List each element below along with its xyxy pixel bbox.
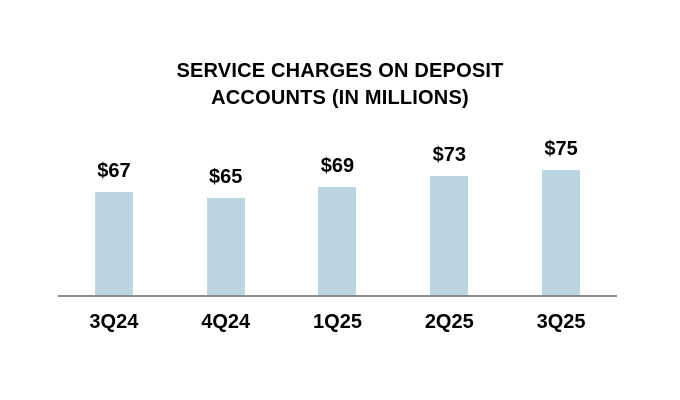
bar <box>318 186 357 295</box>
bar-group: $75 <box>505 123 617 295</box>
chart-title-line-1: SERVICE CHARGES ON DEPOSIT <box>176 60 504 82</box>
category-label: 3Q25 <box>536 311 586 333</box>
bar-group: $73 <box>393 123 505 295</box>
bar-group: $65 <box>170 123 282 295</box>
bar-group: $67 <box>58 123 170 295</box>
category-label: 1Q25 <box>313 311 362 333</box>
category-label: 2Q25 <box>424 311 474 333</box>
category-label: 4Q24 <box>201 311 251 333</box>
bar <box>430 175 469 295</box>
bar-value-label: $69 <box>320 154 355 177</box>
bar-group: $69 <box>282 123 394 295</box>
bar <box>94 192 133 295</box>
bar-value-label: $67 <box>97 160 131 183</box>
bar <box>542 169 581 295</box>
x-axis-labels: 3Q24 4Q24 1Q25 2Q25 3Q25 <box>58 310 617 334</box>
plot-area: $67 $65 $69 $73 $75 <box>58 123 617 295</box>
bar-value-label: $75 <box>544 137 578 160</box>
chart-title-line-2: ACCOUNTS (IN MILLIONS) <box>211 87 469 109</box>
chart-title: SERVICE CHARGES ON DEPOSIT ACCOUNTS (IN … <box>0 58 680 112</box>
bar-value-label: $65 <box>209 165 243 188</box>
bar <box>206 197 245 295</box>
category-label: 3Q24 <box>89 311 139 333</box>
bar-value-label: $73 <box>432 143 466 166</box>
x-axis-line <box>58 295 617 297</box>
